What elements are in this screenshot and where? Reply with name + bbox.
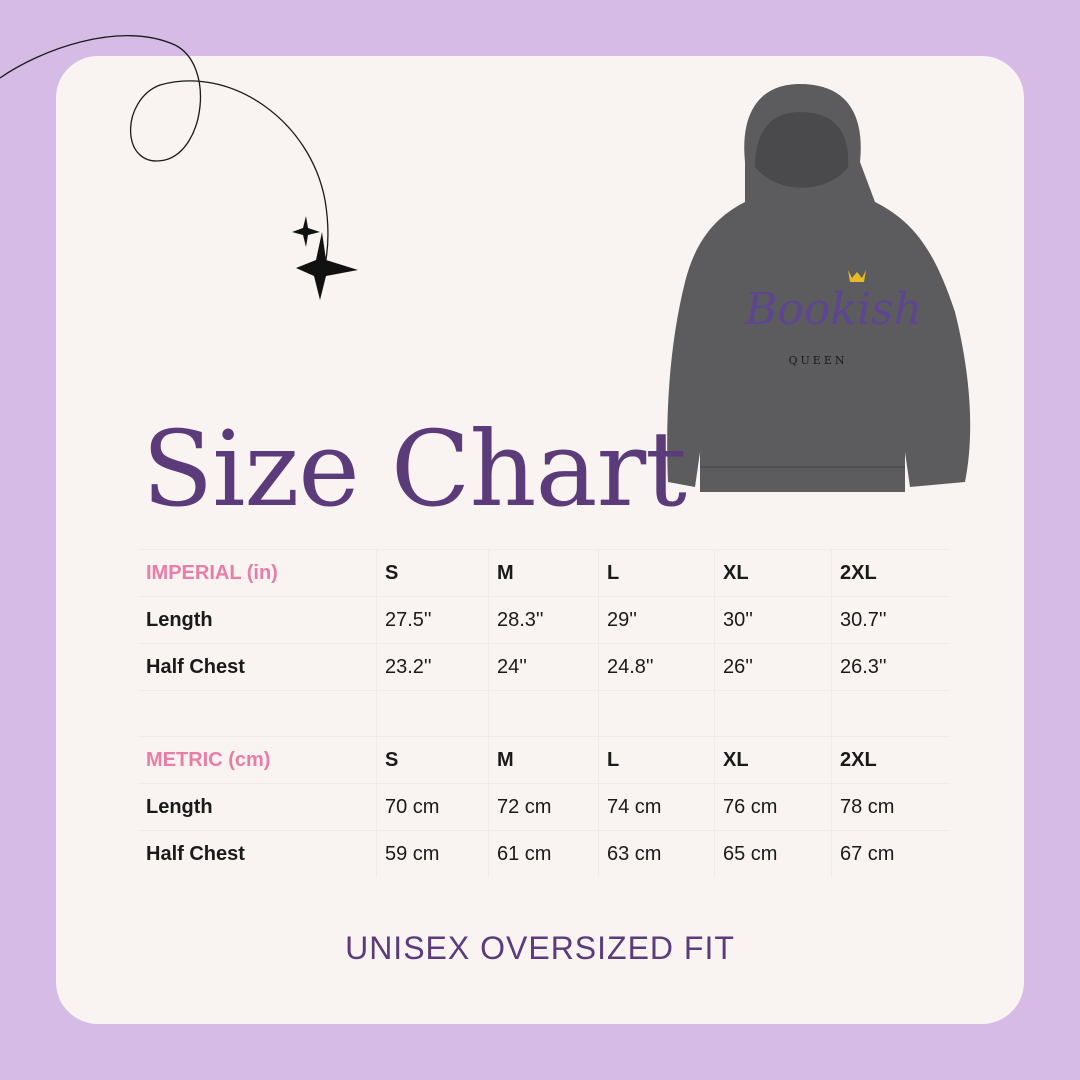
- cell: 78 cm: [831, 784, 950, 830]
- cell: 61 cm: [488, 831, 598, 877]
- empty-cell: [714, 691, 831, 736]
- swirl-line: [0, 35, 329, 266]
- row-label: Half Chest: [146, 842, 245, 865]
- fit-note: UNISEX OVERSIZED FIT: [345, 930, 735, 966]
- cell: 26.3'': [831, 644, 950, 690]
- cell: 27.5'': [376, 597, 488, 643]
- metric-header-row: METRIC (cm) S M L XL 2XL: [138, 736, 950, 783]
- table-row: Length 27.5'' 28.3'' 29'' 30'' 30.7'': [138, 596, 950, 643]
- row-label: Length: [146, 795, 213, 818]
- unit-label: IMPERIAL (in): [146, 561, 278, 584]
- empty-cell: [138, 691, 376, 736]
- cell: 59 cm: [376, 831, 488, 877]
- cell: 29'': [598, 597, 714, 643]
- size-header: M: [488, 737, 598, 783]
- cell: 74 cm: [598, 784, 714, 830]
- row-label: Half Chest: [146, 655, 245, 678]
- size-header: 2XL: [831, 737, 950, 783]
- small-star-icon: [292, 216, 320, 247]
- cell: 24.8'': [598, 644, 714, 690]
- size-header: M: [488, 550, 598, 596]
- empty-cell: [488, 691, 598, 736]
- size-header: XL: [714, 737, 831, 783]
- cell: 23.2'': [376, 644, 488, 690]
- cell: 70 cm: [376, 784, 488, 830]
- size-header: L: [598, 737, 714, 783]
- cell: 30'': [714, 597, 831, 643]
- size-header: L: [598, 550, 714, 596]
- row-label: Length: [146, 608, 213, 631]
- size-header: 2XL: [831, 550, 950, 596]
- table-row: Half Chest 23.2'' 24'' 24.8'' 26'' 26.3'…: [138, 643, 950, 690]
- crown-icon: [848, 270, 866, 282]
- size-table: IMPERIAL (in) S M L XL 2XL Length 27.5''…: [138, 549, 950, 877]
- cell: 26'': [714, 644, 831, 690]
- large-star-icon: [296, 232, 358, 300]
- size-header: S: [376, 550, 488, 596]
- hoodie-product-image: Bookish QUEEN: [667, 84, 971, 492]
- table-row: Length 70 cm 72 cm 74 cm 76 cm 78 cm: [138, 783, 950, 830]
- size-header: XL: [714, 550, 831, 596]
- cell: 65 cm: [714, 831, 831, 877]
- cell: 30.7'': [831, 597, 950, 643]
- empty-cell: [598, 691, 714, 736]
- cell: 76 cm: [714, 784, 831, 830]
- empty-cell: [376, 691, 488, 736]
- unit-label: METRIC (cm): [146, 748, 271, 771]
- cell: 72 cm: [488, 784, 598, 830]
- cell: 67 cm: [831, 831, 950, 877]
- page-title: Size Chart: [142, 408, 687, 530]
- spacer-row: [138, 690, 950, 736]
- cell: 63 cm: [598, 831, 714, 877]
- cell: 24'': [488, 644, 598, 690]
- empty-cell: [831, 691, 950, 736]
- print-subtext: QUEEN: [789, 354, 848, 367]
- cell: 28.3'': [488, 597, 598, 643]
- imperial-header-row: IMPERIAL (in) S M L XL 2XL: [138, 549, 950, 596]
- print-text: Bookish: [744, 284, 922, 335]
- size-header: S: [376, 737, 488, 783]
- table-row: Half Chest 59 cm 61 cm 63 cm 65 cm 67 cm: [138, 830, 950, 877]
